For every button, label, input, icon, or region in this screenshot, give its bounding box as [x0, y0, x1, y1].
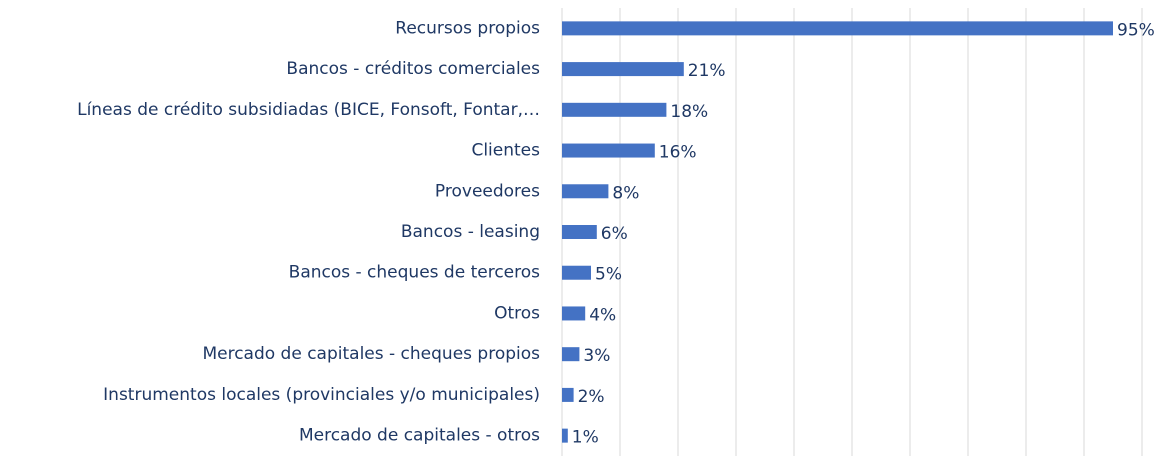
- data-label: 4%: [589, 305, 616, 325]
- bar: [562, 428, 568, 443]
- bar: [562, 347, 580, 362]
- bar: [562, 62, 684, 77]
- data-label: 2%: [578, 387, 605, 407]
- y-tick-label: Mercado de capitales - otros: [299, 426, 540, 446]
- y-tick-label: Mercado de capitales - cheques propios: [202, 344, 540, 364]
- data-label: 6%: [601, 224, 628, 244]
- y-tick-label: Clientes: [471, 141, 540, 161]
- data-label: 21%: [688, 61, 726, 81]
- data-label: 18%: [670, 102, 708, 122]
- data-label: 5%: [595, 265, 622, 285]
- y-tick-label: Instrumentos locales (provinciales y/o m…: [103, 385, 540, 405]
- y-tick-label: Bancos - cheques de terceros: [289, 263, 540, 283]
- data-label: 3%: [583, 346, 610, 366]
- y-tick-label: Proveedores: [435, 181, 540, 201]
- y-tick-label: Recursos propios: [395, 18, 540, 38]
- data-label: 8%: [612, 183, 639, 203]
- bar: [562, 102, 667, 117]
- data-label: 1%: [572, 428, 599, 448]
- bar: [562, 265, 591, 280]
- y-tick-label: Bancos - leasing: [401, 222, 540, 242]
- bar: [562, 143, 655, 158]
- bar: [562, 306, 586, 321]
- y-tick-label: Líneas de crédito subsidiadas (BICE, Fon…: [77, 100, 540, 120]
- bar: [562, 387, 574, 402]
- data-label: 95%: [1117, 20, 1155, 40]
- bar: [562, 21, 1113, 36]
- y-tick-label: Bancos - créditos comerciales: [286, 59, 540, 79]
- data-label: 16%: [659, 143, 697, 163]
- y-tick-label: Otros: [494, 303, 540, 323]
- bar: [562, 184, 609, 199]
- bar: [562, 225, 597, 239]
